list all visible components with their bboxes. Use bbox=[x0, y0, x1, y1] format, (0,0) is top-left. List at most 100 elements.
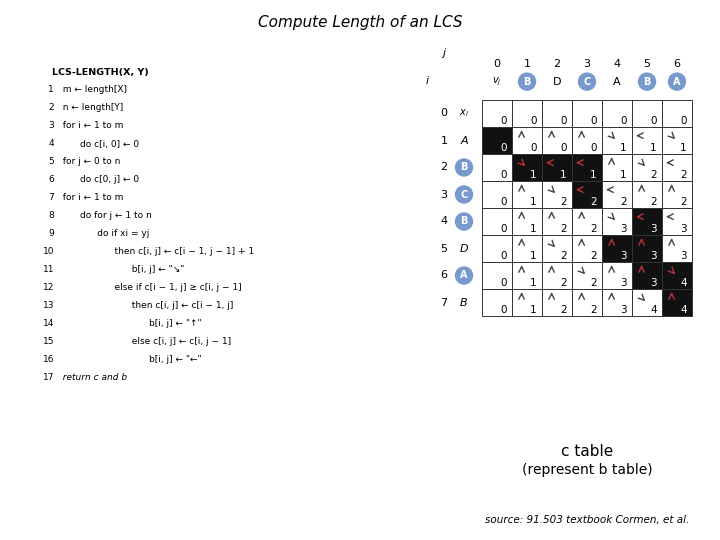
Bar bbox=[572, 127, 602, 154]
Bar bbox=[632, 154, 662, 181]
Bar bbox=[542, 181, 572, 208]
Text: 11: 11 bbox=[42, 266, 54, 274]
Text: 4: 4 bbox=[48, 139, 54, 148]
Bar bbox=[482, 235, 512, 262]
Text: 15: 15 bbox=[42, 338, 54, 347]
Bar bbox=[572, 289, 602, 316]
Circle shape bbox=[578, 73, 595, 90]
Text: do c[0, j] ← 0: do c[0, j] ← 0 bbox=[57, 176, 139, 185]
Bar bbox=[542, 208, 572, 235]
Text: 0: 0 bbox=[621, 116, 627, 126]
Text: 3: 3 bbox=[650, 278, 657, 288]
Bar bbox=[482, 154, 512, 181]
Text: 2: 2 bbox=[680, 197, 687, 207]
Text: 0: 0 bbox=[590, 143, 597, 153]
Text: 0: 0 bbox=[500, 197, 507, 207]
Text: A: A bbox=[460, 136, 468, 145]
Text: D: D bbox=[553, 77, 562, 86]
Text: 1: 1 bbox=[650, 143, 657, 153]
Text: 12: 12 bbox=[42, 284, 54, 293]
Text: 0: 0 bbox=[531, 116, 537, 126]
Bar bbox=[572, 262, 602, 289]
Bar bbox=[542, 154, 572, 181]
Text: 0: 0 bbox=[500, 170, 507, 180]
Bar bbox=[572, 154, 602, 181]
Text: B: B bbox=[523, 77, 531, 86]
Bar bbox=[602, 100, 632, 127]
Text: 2: 2 bbox=[621, 197, 627, 207]
Text: else if c[i − 1, j] ≥ c[i, j − 1]: else if c[i − 1, j] ≥ c[i, j − 1] bbox=[57, 284, 242, 293]
Text: b[i, j] ← "←": b[i, j] ← "←" bbox=[57, 355, 202, 364]
Text: 1: 1 bbox=[680, 143, 687, 153]
Text: 3: 3 bbox=[650, 251, 657, 261]
Text: 3: 3 bbox=[621, 224, 627, 234]
Text: 0: 0 bbox=[441, 109, 448, 118]
Text: 3: 3 bbox=[680, 251, 687, 261]
Bar bbox=[662, 289, 692, 316]
Text: 0: 0 bbox=[590, 116, 597, 126]
Text: 0: 0 bbox=[560, 116, 567, 126]
Text: 2: 2 bbox=[560, 305, 567, 315]
Text: 1: 1 bbox=[531, 278, 537, 288]
Text: n ← length[Y]: n ← length[Y] bbox=[57, 104, 123, 112]
Text: $x_i$: $x_i$ bbox=[459, 107, 469, 119]
Text: 4: 4 bbox=[441, 217, 448, 226]
Text: then c[i, j] ← c[i − 1, j]: then c[i, j] ← c[i − 1, j] bbox=[57, 301, 233, 310]
Text: A: A bbox=[673, 77, 680, 86]
Text: 2: 2 bbox=[560, 197, 567, 207]
Bar bbox=[482, 289, 512, 316]
Text: for i ← 1 to m: for i ← 1 to m bbox=[57, 122, 123, 131]
Text: 1: 1 bbox=[531, 224, 537, 234]
Bar bbox=[632, 127, 662, 154]
Text: do c[i, 0] ← 0: do c[i, 0] ← 0 bbox=[57, 139, 139, 148]
Text: b[i, j] ← "↘": b[i, j] ← "↘" bbox=[57, 266, 184, 274]
Text: 1: 1 bbox=[523, 58, 531, 69]
Bar bbox=[512, 262, 542, 289]
Text: $v_j$: $v_j$ bbox=[492, 76, 502, 88]
Text: D: D bbox=[459, 244, 468, 253]
Bar bbox=[512, 208, 542, 235]
Text: 2: 2 bbox=[590, 278, 597, 288]
Text: else c[i, j] ← c[i, j − 1]: else c[i, j] ← c[i, j − 1] bbox=[57, 338, 231, 347]
Text: B: B bbox=[460, 163, 468, 172]
Bar bbox=[572, 181, 602, 208]
Text: 4: 4 bbox=[680, 305, 687, 315]
Bar bbox=[662, 262, 692, 289]
Text: do for j ← 1 to n: do for j ← 1 to n bbox=[57, 212, 152, 220]
Bar bbox=[632, 262, 662, 289]
Text: 2: 2 bbox=[560, 278, 567, 288]
Text: 0: 0 bbox=[500, 251, 507, 261]
Bar bbox=[572, 208, 602, 235]
Bar bbox=[602, 181, 632, 208]
Circle shape bbox=[668, 73, 685, 90]
Bar bbox=[482, 208, 512, 235]
Text: B: B bbox=[460, 217, 468, 226]
Text: j: j bbox=[442, 48, 446, 58]
Text: 2: 2 bbox=[560, 251, 567, 261]
Text: for i ← 1 to m: for i ← 1 to m bbox=[57, 193, 123, 202]
Text: 0: 0 bbox=[500, 143, 507, 153]
Bar bbox=[662, 100, 692, 127]
Text: 6: 6 bbox=[48, 176, 54, 185]
Bar bbox=[632, 235, 662, 262]
Text: 9: 9 bbox=[48, 230, 54, 239]
Text: 7: 7 bbox=[441, 298, 448, 307]
Text: 1: 1 bbox=[48, 85, 54, 94]
Bar bbox=[512, 100, 542, 127]
Text: 6: 6 bbox=[441, 271, 448, 280]
Circle shape bbox=[639, 73, 655, 90]
Text: 1: 1 bbox=[621, 143, 627, 153]
Bar bbox=[602, 154, 632, 181]
Text: 2: 2 bbox=[441, 163, 448, 172]
Text: 3: 3 bbox=[583, 58, 590, 69]
Bar bbox=[572, 100, 602, 127]
Bar bbox=[602, 127, 632, 154]
Text: 3: 3 bbox=[621, 305, 627, 315]
Text: 0: 0 bbox=[531, 143, 537, 153]
Circle shape bbox=[456, 267, 472, 284]
Text: 1: 1 bbox=[531, 305, 537, 315]
Text: 1: 1 bbox=[531, 251, 537, 261]
Text: 2: 2 bbox=[48, 104, 54, 112]
Text: do if xi = yj: do if xi = yj bbox=[57, 230, 149, 239]
Text: for j ← 0 to n: for j ← 0 to n bbox=[57, 158, 120, 166]
